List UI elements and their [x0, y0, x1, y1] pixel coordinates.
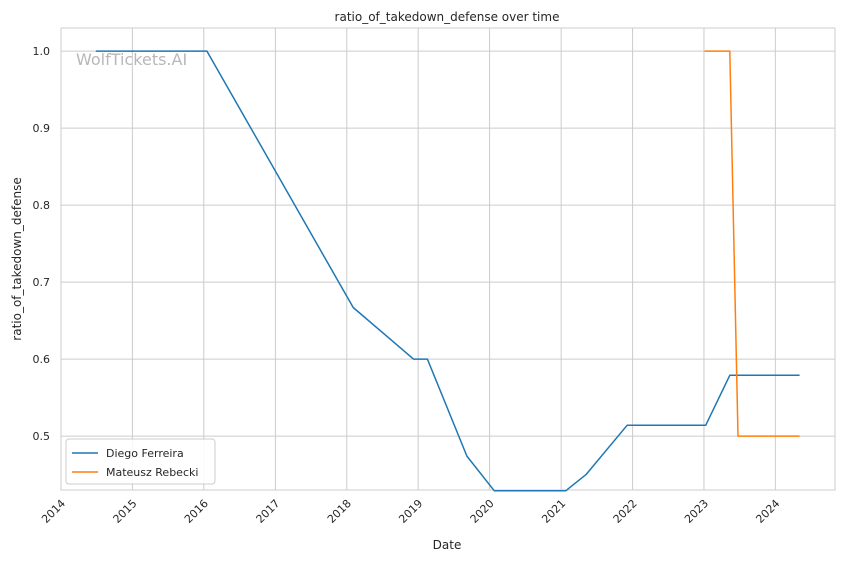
y-tick-label: 0.6 [33, 353, 51, 366]
x-tick-label: 2015 [111, 497, 140, 526]
legend-label: Diego Ferreira [106, 447, 184, 460]
y-tick-label: 0.7 [33, 276, 51, 289]
legend: Diego Ferreira Mateusz Rebecki [65, 438, 216, 485]
series-lines [95, 50, 800, 492]
grid-lines [60, 28, 835, 490]
x-tick-label: 2019 [396, 497, 425, 526]
watermark: WolfTickets.AI [76, 50, 187, 69]
x-tick-label: 2020 [468, 497, 497, 526]
x-axis-label: Date [433, 538, 462, 552]
x-tick-label: 2018 [325, 497, 354, 526]
x-axis-ticks: 2014 2015 2016 2017 2018 2019 2020 2021 2022 2023… [39, 497, 782, 526]
series-line-1 [704, 50, 800, 437]
x-tick-label: 2022 [611, 497, 640, 526]
y-axis-ticks: 0.5 0.6 0.7 0.8 0.9 1.0 [33, 45, 51, 443]
x-tick-label: 2023 [682, 497, 711, 526]
x-tick-label: 2024 [753, 497, 782, 526]
y-axis-label: ratio_of_takedown_defense [10, 177, 24, 340]
y-tick-label: 0.8 [33, 199, 51, 212]
series-line-0 [95, 50, 800, 492]
legend-box [65, 438, 216, 485]
legend-label: Mateusz Rebecki [106, 466, 198, 479]
x-tick-label: 2017 [254, 497, 283, 526]
y-tick-label: 0.5 [33, 430, 51, 443]
x-tick-label: 2021 [539, 497, 568, 526]
y-tick-label: 1.0 [33, 45, 51, 58]
chart-title: ratio_of_takedown_defense over time [335, 10, 560, 24]
x-tick-label: 2016 [182, 497, 211, 526]
y-tick-label: 0.9 [33, 122, 51, 135]
x-tick-label: 2014 [39, 497, 68, 526]
plot-area-frame [60, 27, 836, 491]
